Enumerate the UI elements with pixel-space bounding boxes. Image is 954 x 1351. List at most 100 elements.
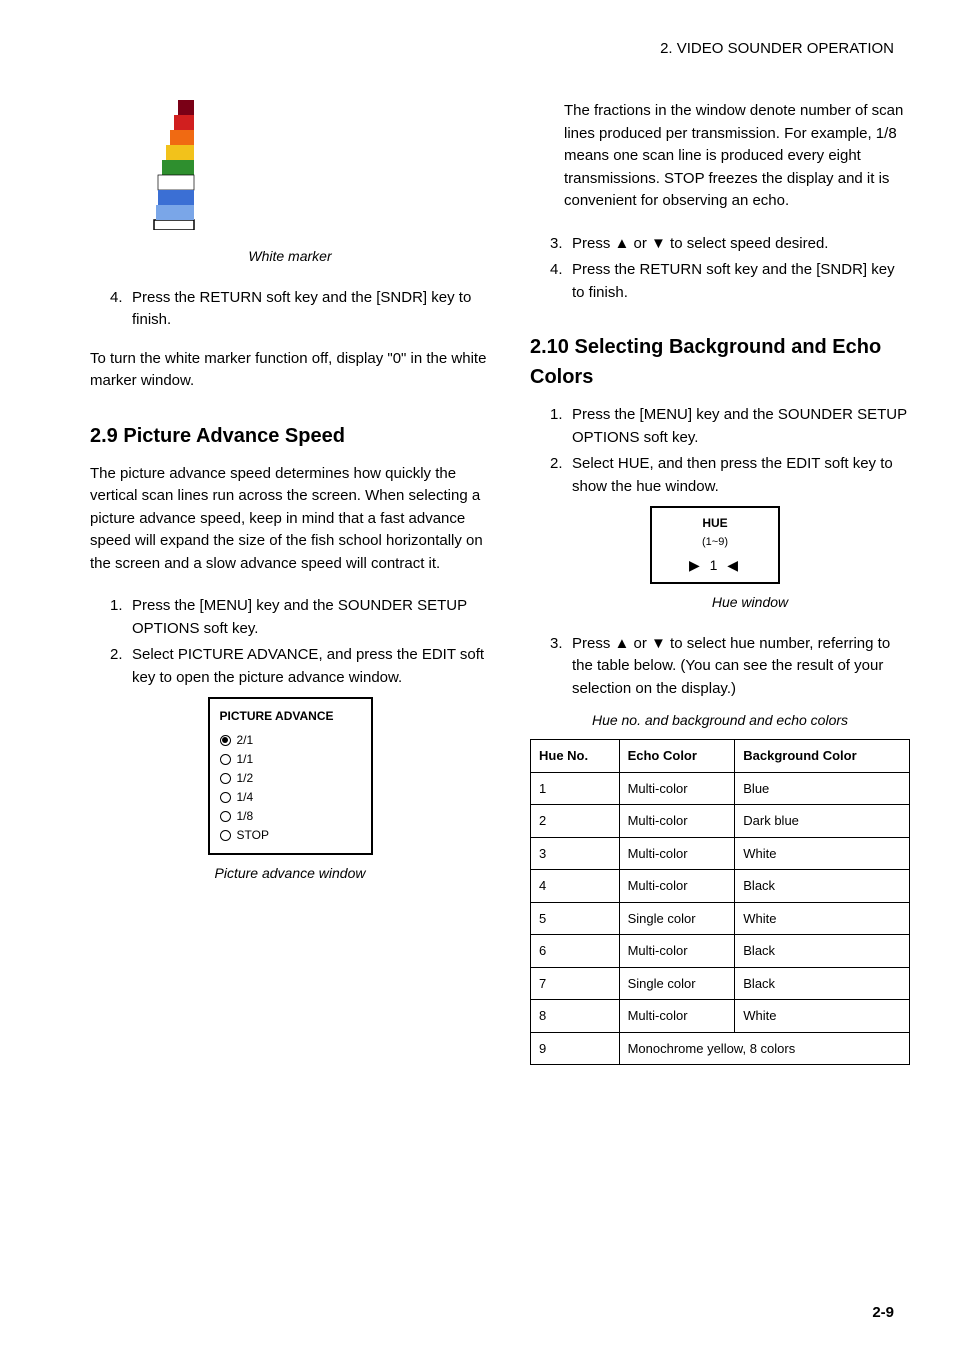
- section-2-9-intro: The picture advance speed determines how…: [90, 463, 490, 576]
- table-cell: Multi-color: [619, 805, 735, 838]
- table-cell: Multi-color: [619, 1000, 735, 1033]
- option-label: 1/1: [237, 750, 254, 768]
- radio-icon: [220, 830, 231, 841]
- hue-window: HUE (1~9) ▶ 1 ◀: [650, 506, 780, 584]
- hue-table: Hue No.Echo ColorBackground Color 1Multi…: [530, 739, 910, 1065]
- table-cell: Blue: [735, 772, 910, 805]
- picture-advance-option: 1/4: [220, 788, 361, 806]
- list-text: Press ▲ or ▼ to select hue number, refer…: [572, 633, 910, 701]
- table-row: 9Monochrome yellow, 8 colors: [531, 1032, 910, 1065]
- hue-window-caption: Hue window: [590, 592, 910, 613]
- white-marker-figure: [150, 100, 490, 238]
- hue-window-range: (1~9): [662, 534, 768, 551]
- white-marker-off-note: To turn the white marker function off, d…: [90, 348, 490, 393]
- white-marker-caption: White marker: [90, 246, 490, 267]
- table-cell: Multi-color: [619, 772, 735, 805]
- table-cell: 4: [531, 870, 620, 903]
- table-cell: White: [735, 837, 910, 870]
- option-label: 1/8: [237, 807, 254, 825]
- picture-advance-option: 1/1: [220, 750, 361, 768]
- radio-icon: [220, 792, 231, 803]
- page-columns: White marker 4.Press the RETURN soft key…: [90, 100, 894, 1065]
- color-bar-icon: [150, 100, 198, 230]
- window-title: PICTURE ADVANCE: [220, 707, 361, 725]
- table-cell: 2: [531, 805, 620, 838]
- table-header: Background Color: [735, 740, 910, 773]
- list-number: 3.: [550, 633, 572, 701]
- picture-advance-option: 1/8: [220, 807, 361, 825]
- picture-advance-option: 1/2: [220, 769, 361, 787]
- hue-window-title: HUE: [662, 514, 768, 532]
- section-2-10-step3: 3.Press ▲ or ▼ to select hue number, ref…: [530, 633, 910, 701]
- right-column: The fractions in the window denote numbe…: [530, 100, 910, 1065]
- table-cell: Black: [735, 870, 910, 903]
- list-text: Press the RETURN soft key and the [SNDR]…: [572, 259, 910, 304]
- table-cell: Multi-color: [619, 870, 735, 903]
- table-cell: Single color: [619, 902, 735, 935]
- table-cell: White: [735, 902, 910, 935]
- table-cell: 8: [531, 1000, 620, 1033]
- table-row: 4Multi-colorBlack: [531, 870, 910, 903]
- table-cell: Monochrome yellow, 8 colors: [619, 1032, 909, 1065]
- list-number: 1.: [550, 404, 572, 449]
- table-cell: 3: [531, 837, 620, 870]
- picture-advance-window: PICTURE ADVANCE 2/11/11/21/41/8STOP: [208, 697, 373, 855]
- list-number: 2.: [110, 644, 132, 689]
- list-text: Press the RETURN soft key and the [SNDR]…: [132, 287, 490, 332]
- list-number: 3.: [550, 233, 572, 256]
- table-cell: Black: [735, 967, 910, 1000]
- section-2-10-title: 2.10 Selecting Background and Echo Color…: [530, 332, 910, 392]
- page-number: 2-9: [872, 1304, 894, 1321]
- option-label: 1/2: [237, 769, 254, 787]
- list-text: Select PICTURE ADVANCE, and press the ED…: [132, 644, 490, 689]
- table-row: 8Multi-colorWhite: [531, 1000, 910, 1033]
- table-cell: 6: [531, 935, 620, 968]
- table-cell: Multi-color: [619, 935, 735, 968]
- right-steps-3-4: 3.Press ▲ or ▼ to select speed desired. …: [530, 233, 910, 305]
- list-text: Press ▲ or ▼ to select speed desired.: [572, 233, 910, 256]
- section-2-10-steps-1-2: 1.Press the [MENU] key and the SOUNDER S…: [530, 404, 910, 498]
- table-row: 5Single colorWhite: [531, 902, 910, 935]
- table-cell: 5: [531, 902, 620, 935]
- section-2-9-steps: 1.Press the [MENU] key and the SOUNDER S…: [90, 595, 490, 689]
- table-header: Hue No.: [531, 740, 620, 773]
- table-cell: 7: [531, 967, 620, 1000]
- table-row: 1Multi-colorBlue: [531, 772, 910, 805]
- picture-advance-option: 2/1: [220, 731, 361, 749]
- table-row: 3Multi-colorWhite: [531, 837, 910, 870]
- list-text: Press the [MENU] key and the SOUNDER SET…: [132, 595, 490, 640]
- picture-advance-option: STOP: [220, 826, 361, 844]
- left-step-4: 4.Press the RETURN soft key and the [SND…: [90, 287, 490, 332]
- radio-icon: [220, 811, 231, 822]
- section-2-9-title: 2.9 Picture Advance Speed: [90, 421, 490, 451]
- option-label: STOP: [237, 826, 269, 844]
- list-text: Press the [MENU] key and the SOUNDER SET…: [572, 404, 910, 449]
- picture-advance-caption: Picture advance window: [90, 863, 490, 884]
- list-text: Select HUE, and then press the EDIT soft…: [572, 453, 910, 498]
- table-cell: Multi-color: [619, 837, 735, 870]
- table-row: 2Multi-colorDark blue: [531, 805, 910, 838]
- list-number: 1.: [110, 595, 132, 640]
- table-cell: Black: [735, 935, 910, 968]
- table-cell: White: [735, 1000, 910, 1033]
- table-cell: 1: [531, 772, 620, 805]
- radio-icon: [220, 754, 231, 765]
- list-number: 4.: [550, 259, 572, 304]
- list-number: 2.: [550, 453, 572, 498]
- table-cell: 9: [531, 1032, 620, 1065]
- table-header: Echo Color: [619, 740, 735, 773]
- table-row: 6Multi-colorBlack: [531, 935, 910, 968]
- radio-icon: [220, 735, 231, 746]
- option-label: 2/1: [237, 731, 254, 749]
- radio-icon: [220, 773, 231, 784]
- hue-table-caption: Hue no. and background and echo colors: [530, 710, 910, 731]
- hue-window-value: ▶ 1 ◀: [662, 555, 768, 576]
- option-label: 1/4: [237, 788, 254, 806]
- table-row: 7Single colorBlack: [531, 967, 910, 1000]
- table-cell: Dark blue: [735, 805, 910, 838]
- section-header: 2. VIDEO SOUNDER OPERATION: [660, 40, 894, 57]
- fractions-para: The fractions in the window denote numbe…: [530, 100, 910, 213]
- table-cell: Single color: [619, 967, 735, 1000]
- list-number: 4.: [110, 287, 132, 332]
- left-column: White marker 4.Press the RETURN soft key…: [90, 100, 490, 1065]
